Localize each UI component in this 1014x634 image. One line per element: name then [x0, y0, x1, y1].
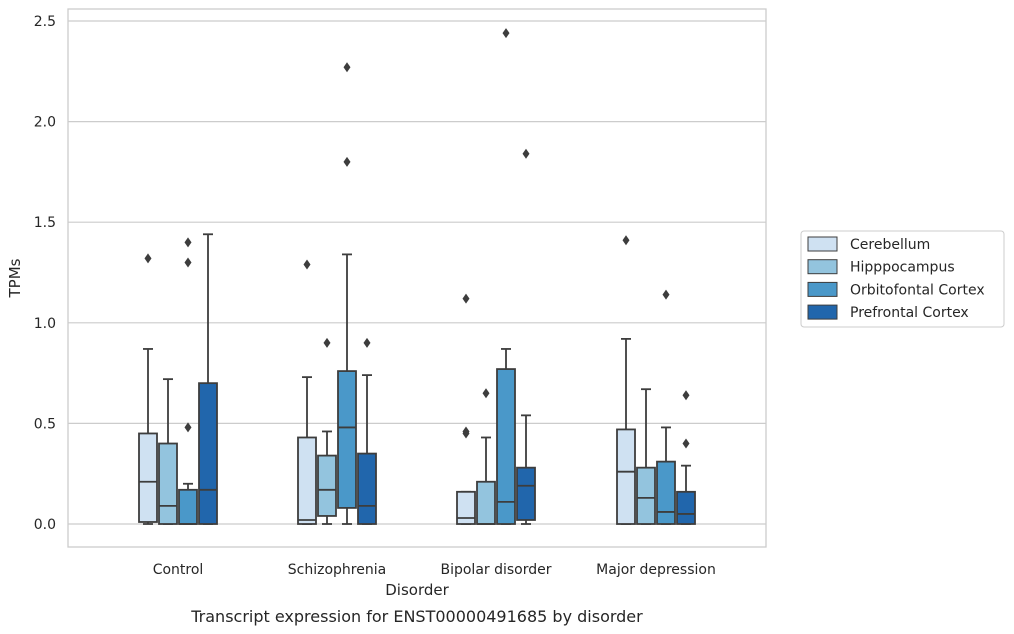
- box-hipppocampus: [636, 388, 656, 525]
- outlier-point: [144, 253, 152, 264]
- outlier-point: [482, 388, 490, 399]
- box-iqr: [496, 368, 516, 525]
- legend-swatch: [807, 236, 838, 252]
- box-iqr: [317, 454, 337, 517]
- x-tick-label: Control: [153, 562, 204, 578]
- box-iqr: [516, 466, 536, 521]
- box-cerebellum: [138, 253, 158, 525]
- outlier-point: [662, 289, 670, 300]
- box-prefrontal-cortex: [676, 390, 696, 525]
- outlier-point: [303, 259, 311, 270]
- legend-swatch: [807, 281, 838, 297]
- y-tick-labels: 0.0 0.5 1.0 1.5 2.0 2.5: [34, 14, 56, 533]
- box-iqr: [158, 442, 178, 525]
- box-iqr: [198, 382, 218, 525]
- outlier-point: [343, 62, 351, 73]
- legend-label: Hipppocampus: [850, 260, 955, 276]
- outlier-point: [184, 237, 192, 248]
- box-iqr: [357, 452, 377, 525]
- x-tick-label: Schizophrenia: [288, 562, 386, 578]
- box-prefrontal-cortex: [357, 337, 377, 525]
- y-tick-label: 1.0: [34, 316, 56, 332]
- box-hipppocampus: [476, 388, 496, 525]
- outlier-point: [323, 337, 331, 348]
- outlier-point: [184, 257, 192, 268]
- box-prefrontal-cortex: [516, 148, 536, 525]
- box-iqr: [676, 490, 696, 525]
- box-iqr: [636, 466, 656, 525]
- box-orbitofontal-cortex: [178, 237, 198, 525]
- outlier-point: [682, 438, 690, 449]
- legend: Cerebellum Hipppocampus Orbitofontal Corte…: [800, 230, 1005, 328]
- x-tick-label: Major depression: [596, 562, 716, 578]
- outlier-point: [502, 28, 510, 39]
- outlier-point: [363, 337, 371, 348]
- outlier-point: [462, 293, 470, 304]
- box-cerebellum: [297, 259, 317, 525]
- x-tick-labels: Control Schizophrenia Bipolar disorder Majo…: [153, 562, 716, 578]
- legend-label: Prefrontal Cortex: [850, 305, 969, 321]
- outlier-point: [522, 148, 530, 159]
- y-tick-label: 2.5: [34, 14, 56, 30]
- box-orbitofontal-cortex: [337, 62, 357, 525]
- box-iqr: [656, 460, 676, 525]
- legend-label: Cerebellum: [850, 237, 930, 253]
- outlier-point: [622, 235, 630, 246]
- y-tick-label: 0.0: [34, 517, 56, 533]
- x-axis-title: Disorder: [385, 581, 449, 599]
- outlier-point: [462, 426, 470, 437]
- y-tick-label: 1.5: [34, 215, 56, 231]
- box-iqr: [476, 480, 496, 525]
- box-orbitofontal-cortex: [656, 289, 676, 525]
- box-iqr: [456, 490, 476, 525]
- outlier-point: [343, 156, 351, 167]
- chart-caption: Transcript expression for ENST0000049168…: [190, 607, 643, 626]
- legend-swatch: [807, 259, 838, 275]
- box-iqr: [178, 488, 198, 525]
- y-tick-label: 0.5: [34, 416, 56, 432]
- box-orbitofontal-cortex: [496, 28, 516, 525]
- legend-label: Orbitofontal Cortex: [850, 282, 985, 298]
- box-prefrontal-cortex: [198, 233, 218, 525]
- box-hipppocampus: [158, 378, 178, 525]
- box-cerebellum: [616, 235, 636, 525]
- box-cerebellum: [456, 293, 476, 525]
- box-iqr: [138, 432, 158, 523]
- box-iqr: [297, 436, 317, 525]
- legend-swatch: [807, 304, 838, 320]
- box-hipppocampus: [317, 337, 337, 525]
- y-axis-title: TPMs: [6, 258, 24, 298]
- outlier-point: [682, 390, 690, 401]
- x-tick-label: Bipolar disorder: [440, 562, 551, 578]
- box-groups: [138, 28, 696, 525]
- outlier-point: [184, 422, 192, 433]
- plot-frame: [67, 8, 767, 548]
- box-iqr: [616, 428, 636, 525]
- box-iqr: [337, 370, 357, 509]
- legend-frame: [800, 230, 1005, 328]
- y-tick-label: 2.0: [34, 115, 56, 131]
